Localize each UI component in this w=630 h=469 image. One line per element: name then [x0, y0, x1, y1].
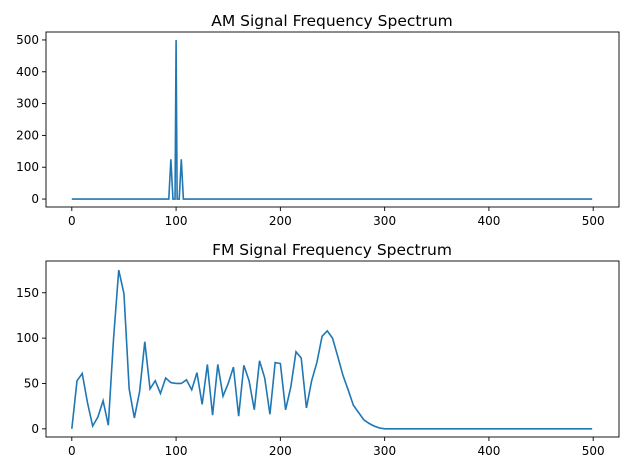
fm-x-tick-label: 400 [477, 444, 500, 458]
fm-x-tick-label: 100 [165, 444, 188, 458]
fm-x-tick-label: 300 [373, 444, 396, 458]
am-x-axis: 0 100 200 300 400 500 [68, 207, 605, 228]
am-x-tick-label: 500 [582, 214, 605, 228]
fm-x-tick-label: 500 [582, 444, 605, 458]
am-y-axis: 0 100 200 300 400 500 [16, 33, 46, 206]
fm-y-tick-label: 150 [16, 286, 39, 300]
am-y-tick-label: 100 [16, 160, 39, 174]
fm-x-axis: 0 100 200 300 400 500 [68, 437, 605, 458]
am-x-tick-label: 400 [477, 214, 500, 228]
am-spectrum-chart: AM Signal Frequency Spectrum 0 100 200 300 4… [16, 12, 620, 228]
fm-y-tick-label: 50 [24, 376, 39, 390]
am-x-tick-label: 100 [165, 214, 188, 228]
fm-y-tick-label: 100 [16, 331, 39, 345]
am-x-tick-label: 300 [373, 214, 396, 228]
am-y-tick-label: 0 [31, 192, 39, 206]
fm-x-tick-label: 200 [269, 444, 292, 458]
am-y-tick-label: 300 [16, 97, 39, 111]
fm-series-line [71, 269, 593, 430]
am-y-tick-label: 400 [16, 65, 39, 79]
fm-spectrum-chart: FM Signal Frequency Spectrum 0 100 200 300 4… [16, 241, 620, 458]
fm-chart-title: FM Signal Frequency Spectrum [212, 241, 452, 259]
am-x-tick-label: 200 [269, 214, 292, 228]
am-series-line [71, 39, 593, 200]
fm-x-tick-label: 0 [68, 444, 76, 458]
am-chart-title: AM Signal Frequency Spectrum [211, 12, 453, 30]
fm-y-tick-label: 0 [31, 422, 39, 436]
am-x-tick-label: 0 [68, 214, 76, 228]
am-y-tick-label: 200 [16, 128, 39, 142]
fm-plot-frame [45, 260, 620, 438]
am-y-tick-label: 500 [16, 33, 39, 47]
am-plot-frame [45, 31, 620, 208]
fm-y-axis: 0 50 100 150 [16, 286, 46, 436]
